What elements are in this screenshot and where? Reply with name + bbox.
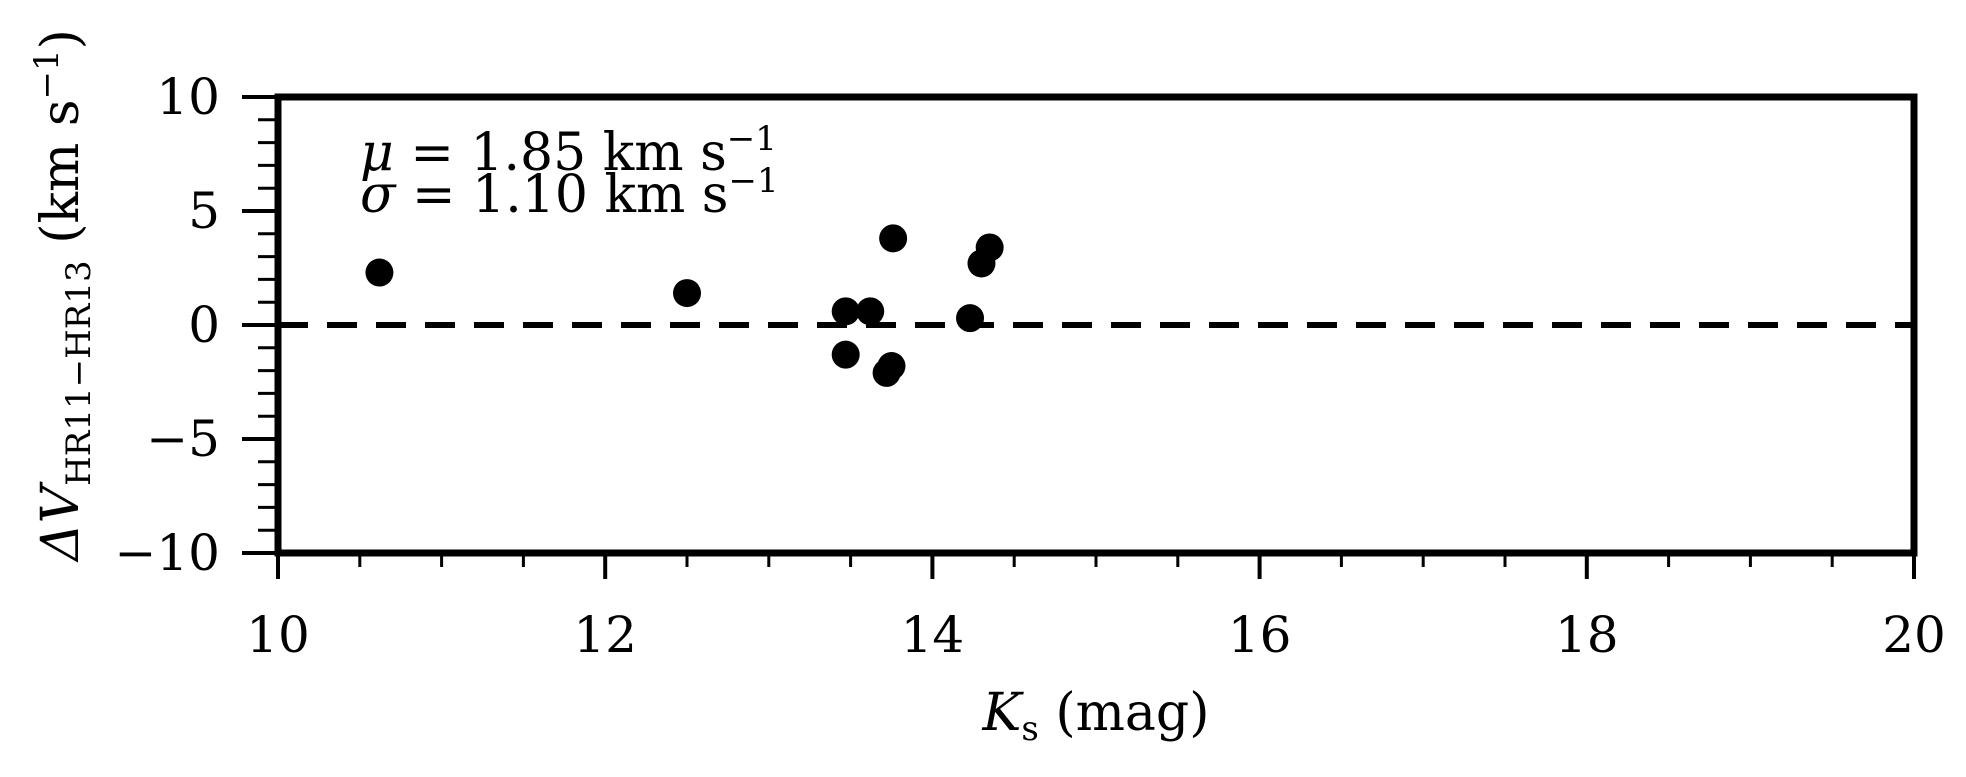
x-tick-label: 12 <box>573 606 637 664</box>
y-axis-title-sub: HR11−HR13 <box>59 260 99 486</box>
mean-value: = 1.85 km s <box>394 123 727 183</box>
plot-frame <box>274 93 1918 557</box>
x-tick-label: 14 <box>901 606 965 664</box>
data-point <box>956 304 985 333</box>
y-tick-label: 10 <box>156 68 220 126</box>
data-point <box>879 224 908 253</box>
data-point <box>975 233 1004 262</box>
x-tick-label: 18 <box>1555 606 1619 664</box>
data-point <box>831 340 860 369</box>
sigma-symbol: σ <box>360 165 397 225</box>
x-axis-title-sub: s <box>1021 709 1038 749</box>
y-tick-label: −5 <box>146 410 220 468</box>
data-point <box>831 297 860 326</box>
x-axis-title-main: K <box>981 683 1024 743</box>
data-point <box>856 297 885 326</box>
x-tick-label: 10 <box>246 606 310 664</box>
y-axis-title: ΔVHR11−HR13 (km s−1) <box>27 29 99 563</box>
y-axis-title-rest: (km s <box>31 99 91 260</box>
data-point <box>877 352 906 381</box>
x-tick-label: 20 <box>1882 606 1946 664</box>
x-tick-label: 16 <box>1228 606 1292 664</box>
mean-symbol: μ <box>360 123 394 183</box>
data-points <box>365 224 1004 387</box>
sigma-annotation: σ = 1.10 km s−1 <box>360 161 779 225</box>
sigma-value: = 1.10 km s <box>396 165 729 225</box>
y-tick-label: −10 <box>114 524 220 582</box>
mean-unit-exponent: −1 <box>727 119 777 159</box>
data-point <box>673 279 701 308</box>
x-axis-title-rest: (mag) <box>1039 683 1210 743</box>
data-point <box>365 258 394 287</box>
y-axis-title-prefix: ΔV <box>31 481 91 563</box>
y-tick-label: 5 <box>188 182 220 240</box>
y-tick-label: 0 <box>188 296 220 354</box>
tick-labels: 10 12 14 16 18 20 −10 −5 0 5 10 <box>114 68 1945 664</box>
x-axis-title: Ks (mag) <box>981 683 1209 749</box>
sigma-unit-exponent: −1 <box>728 161 778 201</box>
y-axis-title-sup: −1 <box>27 49 67 99</box>
mean-annotation: μ = 1.85 km s−1 <box>360 119 777 183</box>
y-axis-title-close: ) <box>31 29 91 49</box>
